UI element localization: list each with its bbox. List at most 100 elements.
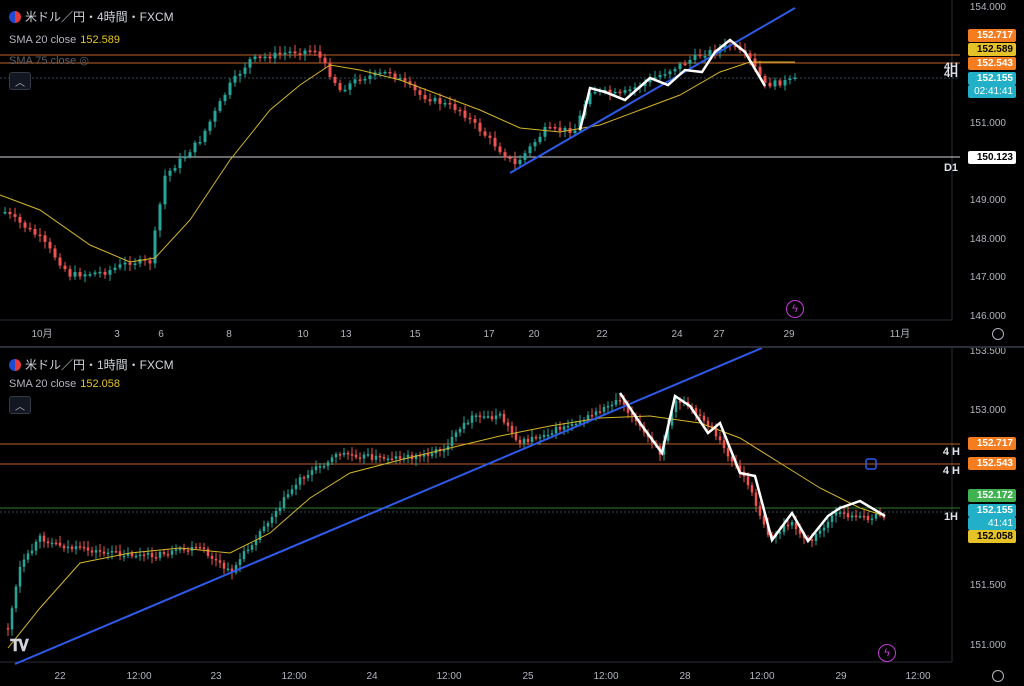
candle-body bbox=[533, 142, 537, 147]
candle-body bbox=[450, 436, 454, 446]
candle-body bbox=[368, 75, 372, 79]
sma75-legend[interactable]: SMA 75 close ◎ bbox=[9, 55, 89, 67]
candle-body bbox=[250, 545, 254, 550]
candle-body bbox=[394, 456, 398, 459]
candle-body bbox=[88, 274, 92, 276]
y-tick: 153.500 bbox=[969, 346, 1006, 357]
chart-canvas-1h[interactable] bbox=[0, 348, 1024, 686]
candle-body bbox=[408, 81, 412, 85]
candle-body bbox=[794, 522, 798, 530]
candle-body bbox=[503, 152, 507, 158]
candle-body bbox=[353, 79, 357, 84]
candle-body bbox=[170, 550, 174, 555]
candle-body bbox=[514, 432, 518, 440]
candle-body bbox=[443, 103, 447, 105]
candle-body bbox=[610, 404, 614, 407]
candle-body bbox=[430, 453, 434, 456]
candle-body bbox=[174, 549, 178, 551]
candle-body bbox=[386, 458, 390, 461]
candle-body bbox=[698, 414, 702, 416]
chevron-up-icon[interactable]: ︿ bbox=[9, 72, 31, 90]
candle-body bbox=[186, 550, 190, 552]
y-tick: 146.000 bbox=[969, 311, 1006, 322]
candle-body bbox=[606, 405, 610, 408]
candle-body bbox=[858, 515, 862, 518]
candle-body bbox=[722, 440, 726, 449]
chevron-up-icon[interactable]: ︿ bbox=[9, 396, 31, 414]
candle-body bbox=[270, 516, 274, 523]
candle-body bbox=[302, 477, 306, 479]
candle-body bbox=[498, 146, 502, 153]
candle-body bbox=[703, 56, 707, 58]
candle-body bbox=[730, 456, 734, 462]
tradingview-logo[interactable]: 𝐓𝐕 bbox=[10, 638, 29, 655]
chart-pane-1h[interactable]: 米ドル／円・1時間・FXCM SMA 20 close 152.058 ︿ 153… bbox=[0, 346, 1024, 686]
sma20-line bbox=[7, 415, 886, 649]
price-label-4h-low: 152.543 bbox=[968, 57, 1016, 70]
candle-body bbox=[114, 551, 118, 553]
candle-body bbox=[618, 91, 622, 94]
candle-body bbox=[134, 555, 138, 558]
lightning-icon[interactable]: ϟ bbox=[878, 644, 896, 662]
candle-body bbox=[830, 515, 834, 522]
candle-body bbox=[103, 271, 107, 275]
candle-body bbox=[486, 416, 490, 418]
symbol-title[interactable]: 米ドル／円・4時間・FXCM bbox=[9, 8, 174, 25]
candle-body bbox=[13, 214, 17, 217]
candle-body bbox=[718, 47, 722, 53]
candle-body bbox=[34, 541, 38, 551]
x-tick: 8 bbox=[226, 329, 232, 340]
candle-body bbox=[3, 211, 7, 214]
candle-body bbox=[263, 56, 267, 59]
candle-body bbox=[458, 428, 462, 433]
gear-icon[interactable] bbox=[992, 328, 1004, 340]
candle-body bbox=[453, 104, 457, 110]
candle-body bbox=[866, 515, 870, 521]
candle-body bbox=[710, 425, 714, 429]
candle-body bbox=[318, 466, 322, 468]
candle-body bbox=[42, 535, 46, 542]
candle-body bbox=[222, 562, 226, 569]
candle-body bbox=[788, 78, 792, 81]
candle-body bbox=[313, 50, 317, 53]
sma20-legend[interactable]: SMA 20 close 152.589 bbox=[9, 34, 121, 46]
gear-icon[interactable] bbox=[992, 670, 1004, 682]
candle-body bbox=[482, 416, 486, 418]
chart-canvas-4h[interactable] bbox=[0, 0, 1024, 344]
chart-pane-4h[interactable]: 米ドル／円・4時間・FXCM SMA 20 close 152.589 SMA 7… bbox=[0, 0, 1024, 344]
x-tick: 12:00 bbox=[593, 671, 619, 682]
price-label-4h-low: 152.543 bbox=[968, 457, 1016, 470]
lightning-icon[interactable]: ϟ bbox=[786, 300, 804, 318]
candle-body bbox=[178, 548, 182, 551]
candle-body bbox=[494, 415, 498, 420]
candle-body bbox=[778, 80, 782, 86]
candle-body bbox=[750, 485, 754, 493]
candle-body bbox=[8, 211, 12, 215]
candle-body bbox=[702, 415, 706, 421]
x-tick: 13 bbox=[340, 329, 352, 340]
y-tick: 151.000 bbox=[969, 640, 1006, 651]
tag-4h: 4H bbox=[943, 61, 958, 73]
currency-flag-icon bbox=[9, 358, 21, 371]
alert-marker bbox=[865, 458, 877, 470]
tag-1h: 1H bbox=[943, 511, 958, 523]
candle-body bbox=[126, 552, 130, 556]
candle-body bbox=[758, 66, 762, 77]
candle-body bbox=[633, 87, 637, 90]
countdown-label: 41:41 bbox=[968, 517, 1016, 530]
candle-body bbox=[506, 422, 510, 426]
candle-body bbox=[754, 492, 758, 506]
price-label-sma20: 152.589 bbox=[968, 43, 1016, 56]
candle-body bbox=[614, 400, 618, 405]
candle-body bbox=[428, 99, 432, 102]
hidden-eye-icon[interactable]: ◎ bbox=[79, 55, 89, 67]
trendline bbox=[509, 7, 796, 174]
sma20-line bbox=[0, 61, 795, 263]
y-tick: 154.000 bbox=[969, 2, 1006, 13]
candle-body bbox=[758, 505, 762, 516]
candle-body bbox=[358, 457, 362, 459]
y-tick: 149.000 bbox=[969, 195, 1006, 206]
candle-body bbox=[326, 462, 330, 466]
symbol-title[interactable]: 米ドル／円・1時間・FXCM bbox=[9, 356, 174, 373]
sma20-legend[interactable]: SMA 20 close 152.058 bbox=[9, 378, 121, 390]
